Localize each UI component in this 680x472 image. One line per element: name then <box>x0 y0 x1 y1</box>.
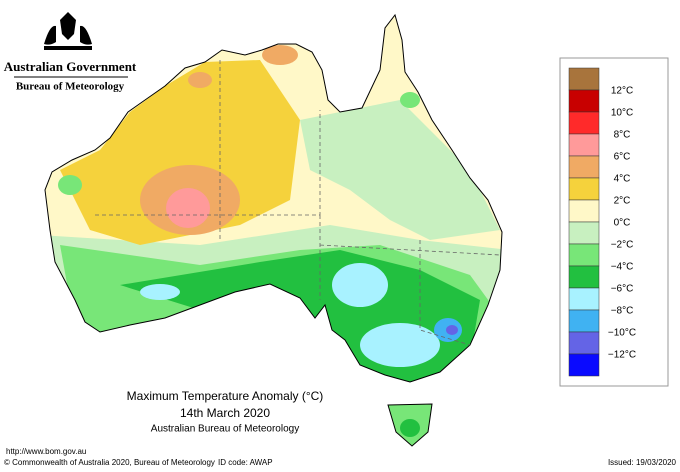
government: Australian Government <box>4 59 137 74</box>
tasmania-anomaly <box>400 419 420 437</box>
legend-label: 4°C <box>614 174 631 185</box>
legend-swatch <box>568 133 600 157</box>
legend-label: −6°C <box>611 284 634 295</box>
legend-label: 10°C <box>611 108 633 119</box>
bureau: Bureau of Meteorology <box>16 81 125 93</box>
issued: Issued: 19/03/2020 <box>608 458 677 467</box>
map-date: 14th March 2020 <box>180 406 270 420</box>
legend-swatch <box>568 331 600 355</box>
crest <box>44 12 92 50</box>
legend-label: −2°C <box>611 240 634 251</box>
legend-swatch <box>568 287 600 311</box>
legend-label: −8°C <box>611 306 634 317</box>
map-source: Australian Bureau of Meteorology <box>151 424 299 435</box>
legend-swatch <box>568 89 600 113</box>
legend-swatch <box>568 243 600 267</box>
legend-swatch <box>568 265 600 289</box>
legend-label: −10°C <box>608 328 636 339</box>
legend-swatch <box>568 67 600 91</box>
legend-label: 0°C <box>614 218 631 229</box>
legend-swatch <box>568 199 600 223</box>
legend-swatch <box>568 177 600 201</box>
legend-label: 12°C <box>611 86 633 97</box>
legend-label: 6°C <box>614 152 631 163</box>
legend: 12°C 10°C 8°C 6°C 4°C 2°C 0°C −2°C −4°C −6°C −8°C −… <box>559 57 669 387</box>
legend-label: −12°C <box>608 350 636 361</box>
legend-label: −4°C <box>611 262 634 273</box>
legend-swatch <box>568 221 600 245</box>
legend-swatch <box>568 155 600 179</box>
legend-swatch <box>568 309 600 333</box>
id-code: ID code: AWAP <box>218 458 273 467</box>
legend-label: 2°C <box>614 196 631 207</box>
url: http://www.bom.gov.au <box>6 447 86 456</box>
legend-label: 8°C <box>614 130 631 141</box>
map-title: Maximum Temperature Anomaly (°C) <box>127 389 324 403</box>
legend-swatch <box>568 353 600 377</box>
copyright: © Commonwealth of Australia 2020, Bureau… <box>4 458 215 467</box>
legend-swatch <box>568 111 600 135</box>
